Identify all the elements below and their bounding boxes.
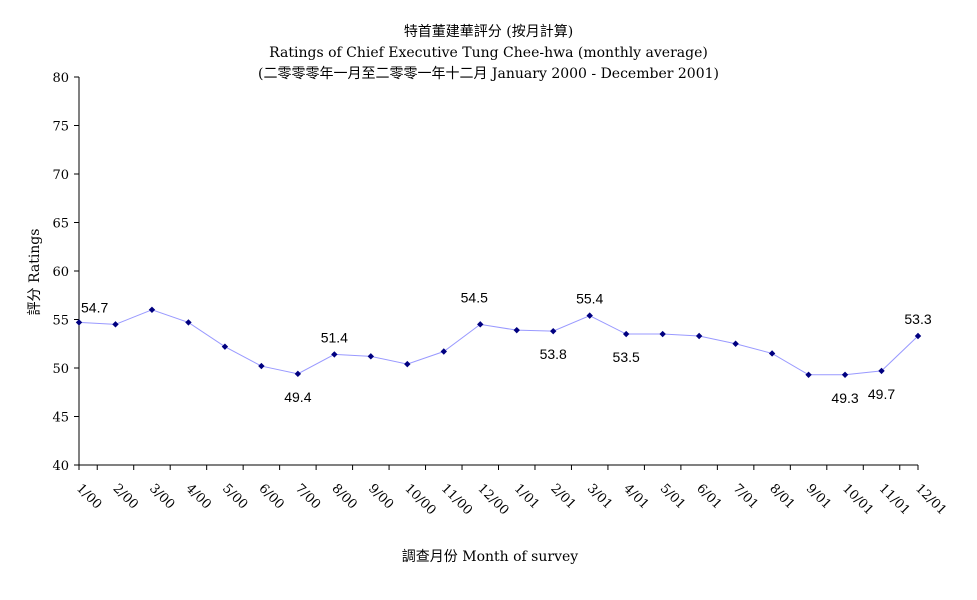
data-label: 55.4 xyxy=(576,291,603,307)
data-point-marker xyxy=(367,353,375,360)
chart-subtitle: Ratings of Chief Executive Tung Chee-hwa… xyxy=(269,45,708,61)
x-tick-label: 6/01 xyxy=(693,481,724,512)
x-tick-label: 3/01 xyxy=(584,481,615,512)
chart-title-block: 特首董建華評分 (按月計算) Ratings of Chief Executiv… xyxy=(0,22,977,85)
y-tick-label: 40 xyxy=(52,459,69,474)
x-tick-label: 4/00 xyxy=(183,481,214,512)
data-point-marker xyxy=(914,332,922,340)
data-point-marker xyxy=(148,306,156,313)
data-point-marker xyxy=(294,370,302,378)
x-tick-label: 10/00 xyxy=(401,481,438,518)
y-tick-label: 45 xyxy=(52,411,69,426)
y-axis-title: 評分 Ratings xyxy=(27,229,43,316)
data-point-marker xyxy=(732,340,739,347)
data-point-marker xyxy=(404,360,411,368)
data-point-marker xyxy=(513,326,520,334)
data-point-marker xyxy=(841,371,849,378)
x-tick-label: 10/01 xyxy=(839,481,876,518)
data-point-marker xyxy=(805,371,812,378)
data-point-marker xyxy=(586,312,593,319)
y-axis: 40 45 50 55 60 65 70 75 80 xyxy=(52,71,80,474)
x-tick-label: 8/00 xyxy=(329,481,360,512)
data-point-marker xyxy=(695,332,703,340)
x-tick-label: 5/01 xyxy=(657,481,688,512)
x-tick-label: 12/00 xyxy=(474,481,511,518)
x-tick-label: 6/00 xyxy=(256,481,287,512)
x-axis: 1/00 2/00 3/00 4/00 5/00 6/00 7/00 8/00 9/00 10/0… xyxy=(73,464,949,518)
data-point-marker xyxy=(185,319,192,326)
data-label: 54.7 xyxy=(81,299,108,315)
data-label: 49.3 xyxy=(831,390,858,406)
x-axis-title: 調查月份 Month of survey xyxy=(402,549,578,565)
data-label: 49.7 xyxy=(868,386,895,402)
series-ratings xyxy=(75,306,922,378)
y-tick-label: 80 xyxy=(52,71,69,86)
x-tick-label: 11/00 xyxy=(438,481,475,518)
y-tick-label: 70 xyxy=(52,168,69,183)
x-tick-label: 9/01 xyxy=(803,481,834,512)
series-line xyxy=(78,309,919,376)
data-point-marker xyxy=(477,321,484,328)
data-point-marker xyxy=(550,327,557,335)
x-tick-label: 2/01 xyxy=(547,481,578,512)
data-point-marker xyxy=(659,330,666,338)
data-point-marker xyxy=(768,350,776,357)
data-point-marker xyxy=(440,348,447,355)
data-label: 53.8 xyxy=(540,346,567,362)
x-tick-label: 8/01 xyxy=(766,481,797,512)
data-point-marker xyxy=(112,321,119,328)
data-point-marker xyxy=(622,330,630,338)
x-tick-label: 9/00 xyxy=(365,481,396,512)
x-tick-label: 12/01 xyxy=(912,481,949,518)
data-point-marker xyxy=(331,351,338,358)
x-tick-label: 5/00 xyxy=(219,481,250,512)
data-point-marker xyxy=(221,343,229,350)
chart-title: 特首董建華評分 (按月計算) xyxy=(403,24,574,40)
x-tick-label: 4/01 xyxy=(620,481,651,512)
y-tick-label: 75 xyxy=(52,120,69,135)
data-label: 53.5 xyxy=(613,349,640,365)
x-tick-label: 11/01 xyxy=(876,481,913,518)
data-labels: 54.7 49.4 51.4 54.5 53.8 55.4 53.5 49.3 49.7 53.3 xyxy=(81,289,932,405)
data-point-marker xyxy=(258,362,265,370)
x-tick-label: 1/00 xyxy=(73,481,104,512)
chart-subtitle-range: (二零零零年一月至二零零一年十二月 January 2000 - Decembe… xyxy=(258,66,719,82)
x-tick-label: 3/00 xyxy=(146,481,177,512)
y-tick-label: 65 xyxy=(52,217,69,232)
data-point-marker xyxy=(878,367,885,375)
data-label: 51.4 xyxy=(321,329,348,345)
y-tick-label: 60 xyxy=(52,265,69,280)
data-label: 54.5 xyxy=(461,289,488,305)
data-point-marker xyxy=(75,319,83,326)
y-tick-label: 55 xyxy=(52,314,69,329)
x-tick-label: 7/00 xyxy=(292,481,323,512)
data-label: 53.3 xyxy=(904,311,931,327)
data-label: 49.4 xyxy=(284,389,311,405)
x-tick-label: 2/00 xyxy=(110,481,141,512)
y-tick-label: 50 xyxy=(52,362,69,377)
x-tick-label: 1/01 xyxy=(511,481,542,512)
x-tick-label: 7/01 xyxy=(730,481,761,512)
